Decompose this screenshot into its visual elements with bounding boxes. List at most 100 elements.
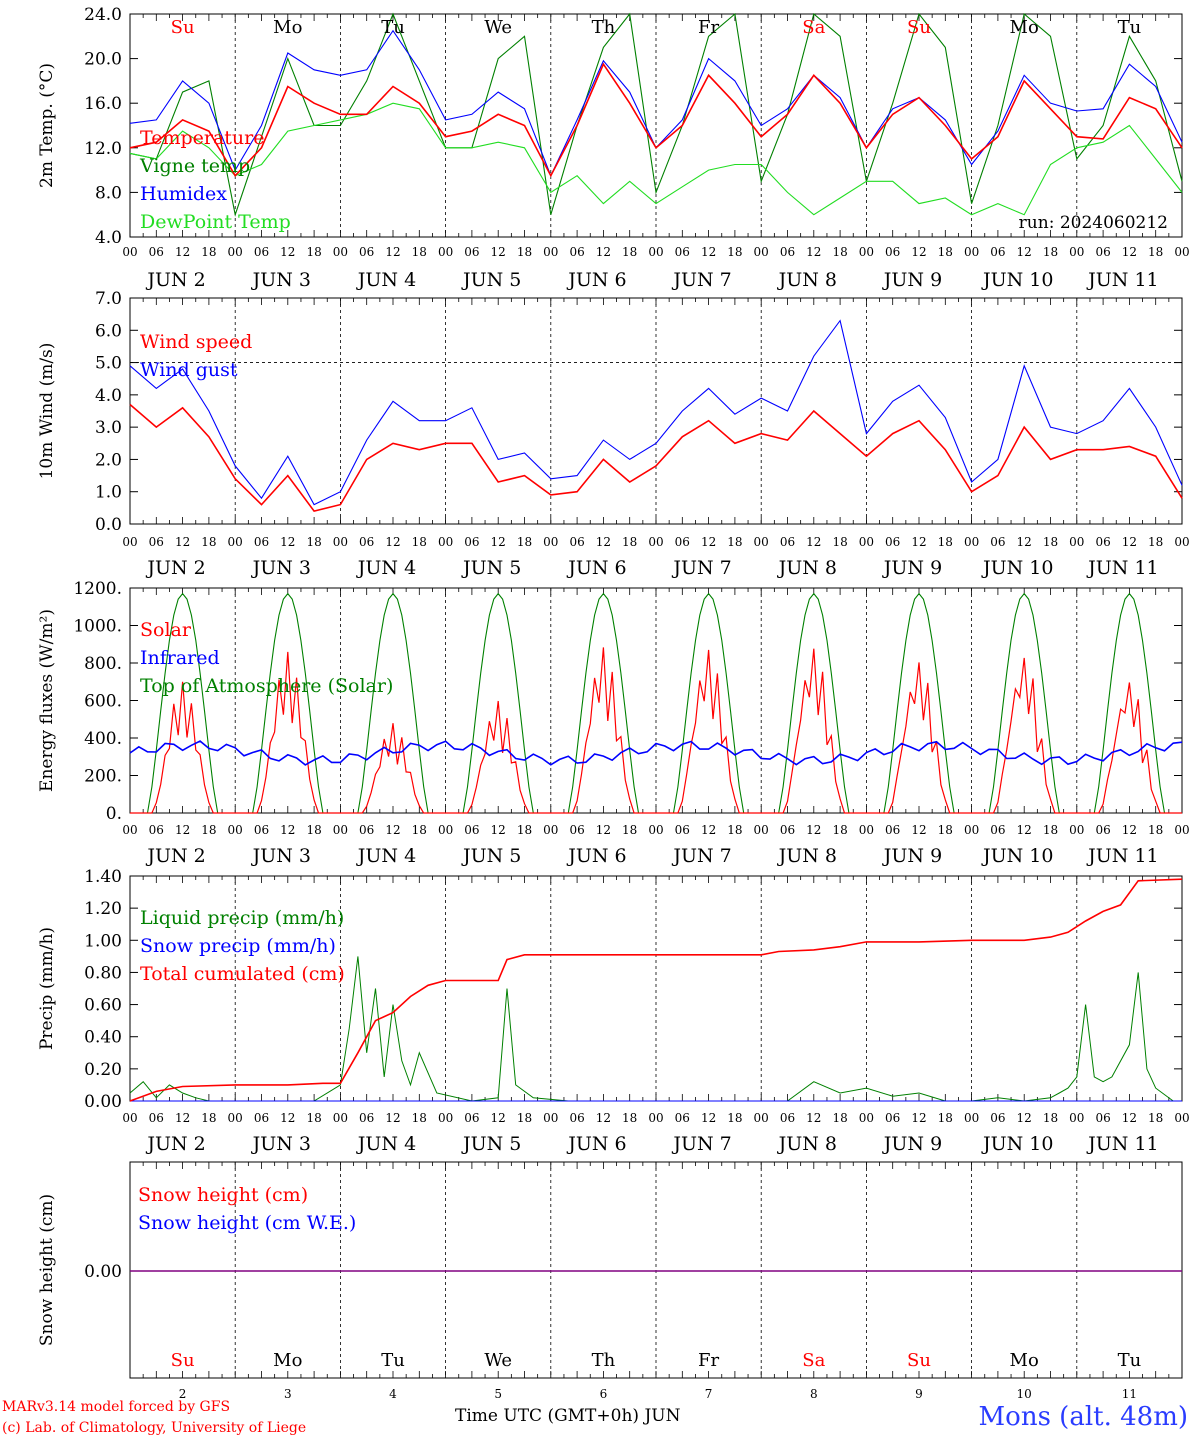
day-label: JUN 4: [356, 269, 416, 291]
y-tick-label: 600.: [84, 692, 122, 712]
hour-tick-label: 06: [254, 535, 269, 549]
hour-tick-label: 18: [727, 823, 742, 837]
series-dewpoint-temp: [129, 102, 1183, 216]
weekday-label: Tu: [1118, 17, 1142, 38]
y-tick-label: 0.80: [84, 963, 122, 983]
hour-tick-label: 00: [1174, 823, 1189, 837]
day-label: JUN 5: [461, 845, 521, 867]
hour-tick-label: 18: [201, 245, 216, 259]
hour-tick-label: 00: [122, 245, 137, 259]
hour-tick-label: 18: [412, 1111, 427, 1125]
hour-tick-label: 18: [832, 535, 847, 549]
weekday-label: Th: [592, 1350, 616, 1371]
hour-tick-label: 06: [675, 245, 690, 259]
weekday-label: We: [484, 1350, 512, 1371]
hour-tick-label: 12: [701, 1111, 716, 1125]
day-label: JUN 7: [671, 845, 731, 867]
hour-tick-label: 06: [359, 535, 374, 549]
series-precip-2: [129, 878, 1183, 1102]
weekday-label: Tu: [381, 1350, 405, 1371]
copyright-credit: (c) Lab. of Climatology, University of L…: [2, 1420, 307, 1436]
series-vigne-temp: [129, 12, 1183, 217]
y-tick-label: 20.0: [84, 50, 122, 70]
hour-tick-label: 18: [938, 245, 953, 259]
hour-tick-label: 00: [754, 823, 769, 837]
y-tick-label: 0.20: [84, 1060, 122, 1080]
hour-tick-label: 18: [938, 823, 953, 837]
day-number-label: 3: [284, 1387, 292, 1401]
day-number-label: 6: [600, 1387, 608, 1401]
day-label: JUN 3: [251, 1133, 311, 1155]
hour-tick-label: 12: [1017, 823, 1032, 837]
y-tick-label: 0.0: [95, 515, 122, 535]
hour-tick-label: 18: [1043, 245, 1058, 259]
hour-tick-label: 00: [964, 535, 979, 549]
hour-tick-label: 00: [1069, 535, 1084, 549]
hour-tick-label: 18: [306, 1111, 321, 1125]
hour-tick-label: 00: [228, 535, 243, 549]
day-number-label: 8: [810, 1387, 818, 1401]
weekday-label: Mo: [273, 1350, 302, 1371]
hour-tick-label: 06: [885, 1111, 900, 1125]
y-tick-label: 1.40: [84, 867, 122, 887]
hour-tick-label: 00: [438, 245, 453, 259]
hour-tick-label: 12: [280, 1111, 295, 1125]
hour-tick-label: 12: [806, 245, 821, 259]
hour-tick-label: 18: [832, 823, 847, 837]
hour-tick-label: 12: [491, 535, 506, 549]
day-number-label: 10: [1017, 1387, 1032, 1401]
hour-tick-label: 00: [648, 245, 663, 259]
weekday-label: Su: [907, 17, 931, 38]
hour-tick-label: 12: [806, 823, 821, 837]
day-label: JUN 2: [145, 557, 205, 579]
series-temperature: [129, 62, 1183, 178]
hour-tick-label: 06: [569, 823, 584, 837]
hour-tick-label: 00: [1174, 1111, 1189, 1125]
series-solar: [130, 647, 1182, 814]
hour-tick-label: 06: [359, 245, 374, 259]
weekday-label: Mo: [1010, 1350, 1039, 1371]
hour-tick-label: 00: [333, 535, 348, 549]
hour-tick-label: 12: [1122, 535, 1137, 549]
hour-tick-label: 12: [1017, 535, 1032, 549]
hour-tick-label: 06: [464, 1111, 479, 1125]
hour-tick-label: 12: [911, 245, 926, 259]
day-label: JUN 9: [882, 1133, 942, 1155]
hour-tick-label: 06: [149, 535, 164, 549]
hour-tick-label: 06: [675, 823, 690, 837]
day-label: JUN 9: [882, 269, 942, 291]
weekday-label: Tu: [381, 17, 405, 38]
hour-tick-label: 12: [1122, 823, 1137, 837]
model-credit: MARv3.14 model forced by GFS: [2, 1399, 231, 1415]
hour-tick-label: 18: [1043, 1111, 1058, 1125]
y-tick-label: 1.20: [84, 899, 122, 919]
hour-tick-label: 12: [1122, 1111, 1137, 1125]
hour-tick-label: 18: [412, 535, 427, 549]
hour-tick-label: 18: [201, 535, 216, 549]
day-label: JUN 6: [566, 269, 626, 291]
hour-tick-label: 00: [964, 823, 979, 837]
hour-tick-label: 12: [596, 1111, 611, 1125]
hour-tick-label: 06: [1095, 1111, 1110, 1125]
hour-tick-label: 18: [1148, 1111, 1163, 1125]
hour-tick-label: 00: [543, 823, 558, 837]
hour-tick-label: 18: [412, 823, 427, 837]
hour-tick-label: 18: [306, 245, 321, 259]
weekday-label: Th: [592, 17, 616, 38]
y-tick-label: 3.0: [95, 418, 122, 438]
hour-tick-label: 12: [1017, 1111, 1032, 1125]
hour-tick-label: 00: [1069, 245, 1084, 259]
hour-tick-label: 12: [491, 823, 506, 837]
hour-tick-label: 18: [412, 245, 427, 259]
hour-tick-label: 06: [990, 1111, 1005, 1125]
hour-tick-label: 12: [1122, 245, 1137, 259]
hour-tick-label: 12: [596, 823, 611, 837]
time-axis-label: Time UTC (GMT+0h) JUN: [455, 1406, 680, 1426]
weekday-label: Fr: [698, 1350, 719, 1371]
hour-tick-label: 18: [727, 535, 742, 549]
day-label: JUN 3: [251, 269, 311, 291]
hour-tick-label: 06: [149, 245, 164, 259]
energy-legend-0: Solar: [140, 619, 192, 641]
day-label: JUN 5: [461, 1133, 521, 1155]
y-tick-label: 0.: [106, 804, 122, 824]
